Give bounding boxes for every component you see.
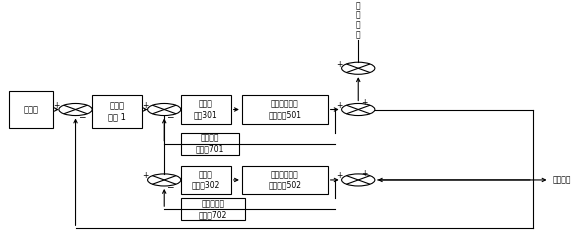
Text: +: +: [361, 98, 367, 107]
Text: +: +: [336, 171, 342, 180]
FancyBboxPatch shape: [181, 95, 231, 124]
Text: −: −: [166, 182, 174, 191]
Text: +: +: [361, 169, 367, 178]
FancyBboxPatch shape: [242, 166, 328, 194]
Text: 切流控
制器301: 切流控 制器301: [194, 100, 218, 119]
FancyBboxPatch shape: [9, 91, 53, 128]
FancyBboxPatch shape: [242, 95, 328, 124]
Text: 预设值: 预设值: [23, 105, 39, 114]
Text: 逐稿流检测
传感器702: 逐稿流检测 传感器702: [198, 199, 227, 219]
Text: −: −: [166, 112, 174, 121]
FancyBboxPatch shape: [181, 198, 245, 220]
Text: +: +: [336, 101, 342, 110]
Text: +: +: [142, 171, 148, 180]
Text: +: +: [142, 101, 148, 110]
Text: 主机控
制器 1: 主机控 制器 1: [108, 102, 126, 121]
Text: +: +: [336, 60, 342, 69]
FancyBboxPatch shape: [181, 133, 239, 155]
FancyBboxPatch shape: [181, 166, 231, 194]
Text: 申
把
答
计: 申 把 答 计: [356, 1, 360, 39]
Text: −: −: [78, 112, 85, 121]
FancyBboxPatch shape: [92, 95, 142, 128]
Text: 输出信号: 输出信号: [552, 175, 571, 184]
Text: 逐稿流
控制器302: 逐稿流 控制器302: [192, 170, 220, 190]
Text: 逐稿流脱粒间
隙调节机502: 逐稿流脱粒间 隙调节机502: [268, 170, 301, 190]
Text: 切流脱粒间隙
调节机构501: 切流脱粒间隙 调节机构501: [268, 100, 301, 119]
Text: 切流检测
传感器701: 切流检测 传感器701: [196, 134, 224, 154]
Text: +: +: [53, 101, 59, 110]
